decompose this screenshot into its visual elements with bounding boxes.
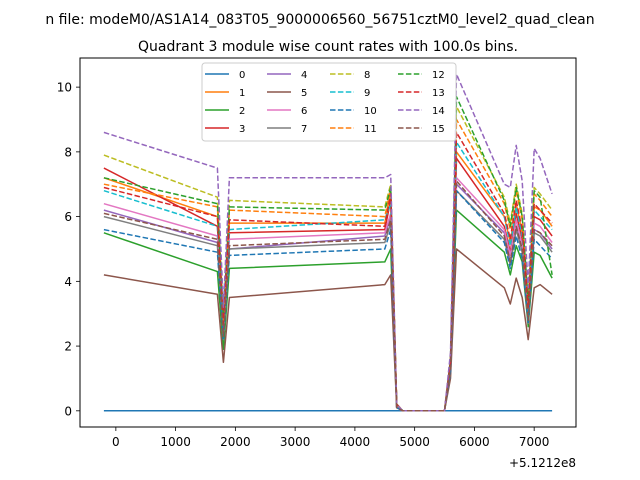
legend-label-9: 9	[364, 88, 370, 99]
series-line-13	[103, 131, 553, 412]
x-tick-label: 1000	[160, 435, 191, 449]
series-line-3	[103, 157, 553, 412]
legend-box	[201, 62, 457, 142]
legend-label-11: 11	[364, 124, 377, 135]
legend-label-15: 15	[432, 124, 445, 135]
legend-label-13: 13	[432, 88, 445, 99]
x-tick-label: 3000	[280, 435, 311, 449]
legend-label-2: 2	[239, 106, 245, 117]
plot-area	[103, 73, 553, 412]
series-line-4	[103, 183, 553, 412]
figure-suptitle: n file: modeM0/AS1A14_083T05_9000006560_…	[45, 12, 594, 28]
legend-label-1: 1	[239, 88, 245, 99]
legend-label-4: 4	[301, 70, 307, 81]
series-line-8	[103, 105, 553, 412]
y-tick-label: 2	[64, 340, 72, 354]
legend-label-0: 0	[239, 70, 245, 81]
legend-label-3: 3	[239, 124, 245, 135]
series-line-9	[103, 141, 553, 412]
x-tick-label: 4000	[340, 435, 371, 449]
legend-label-6: 6	[301, 106, 307, 117]
chart-title: Quadrant 3 module wise count rates with …	[138, 39, 518, 55]
series-line-11	[103, 118, 553, 412]
x-tick-label: 6000	[459, 435, 490, 449]
legend-label-12: 12	[432, 70, 445, 81]
series-line-1	[103, 151, 553, 412]
y-tick-label: 10	[57, 81, 72, 95]
legend-label-5: 5	[301, 88, 307, 99]
legend-label-8: 8	[364, 70, 370, 81]
series-line-15	[103, 180, 553, 412]
x-axis: 0 1000 2000 3000 4000 5000 6000 7000	[112, 427, 549, 449]
y-tick-label: 8	[64, 145, 72, 159]
x-tick-label: 0	[112, 435, 120, 449]
legend-label-14: 14	[432, 106, 445, 117]
series-line-5	[103, 248, 553, 412]
x-offset-label: +5.1212e8	[509, 456, 576, 470]
x-tick-label: 2000	[220, 435, 251, 449]
x-tick-label: 5000	[399, 435, 430, 449]
legend-label-10: 10	[364, 106, 377, 117]
y-tick-label: 6	[64, 210, 72, 224]
y-tick-label: 4	[64, 275, 72, 289]
legend-label-7: 7	[301, 124, 307, 135]
axes-frame	[79, 57, 577, 428]
y-axis: 0 2 4 6 8 10	[57, 81, 80, 418]
series-line-12	[103, 96, 553, 412]
x-tick-label: 7000	[519, 435, 550, 449]
y-tick-label: 0	[64, 404, 72, 418]
